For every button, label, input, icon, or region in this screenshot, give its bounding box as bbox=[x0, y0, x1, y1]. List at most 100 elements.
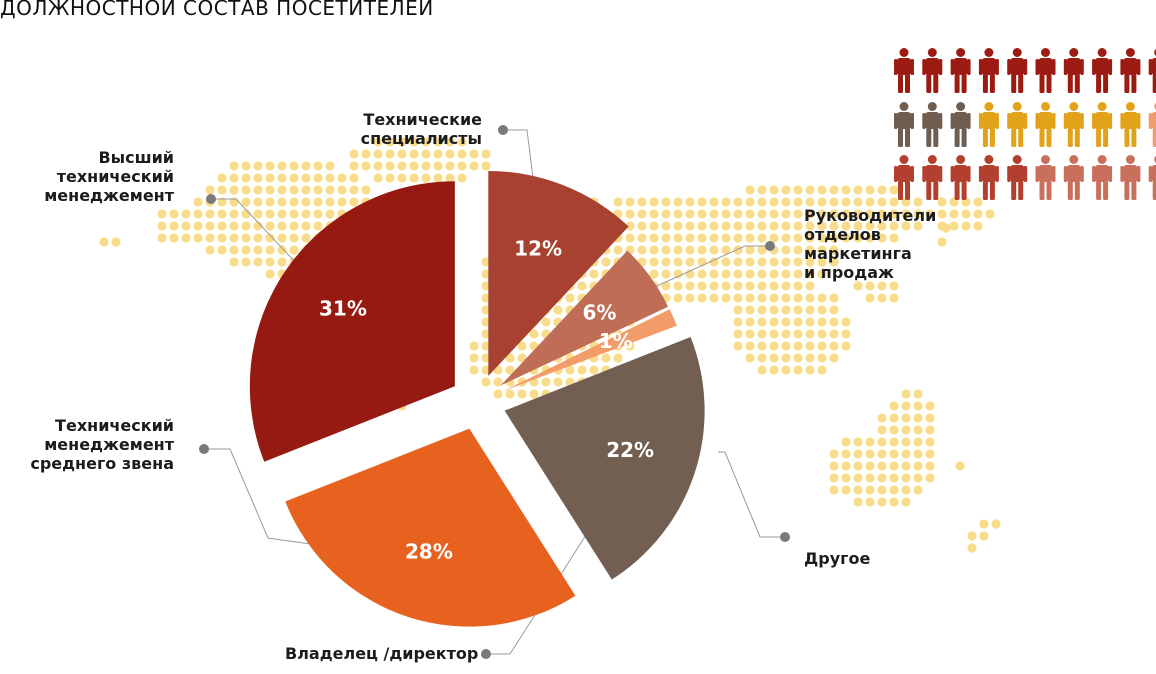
map-dot bbox=[757, 353, 767, 363]
map-dot bbox=[889, 461, 899, 471]
map-dot bbox=[829, 197, 839, 207]
map-dot bbox=[805, 185, 815, 195]
map-dot bbox=[793, 269, 803, 279]
map-dot bbox=[397, 161, 407, 171]
map-dot bbox=[349, 197, 359, 207]
person-icon bbox=[950, 102, 971, 147]
map-dot bbox=[781, 365, 791, 375]
map-dot bbox=[889, 473, 899, 483]
slice-value-label: 31% bbox=[319, 297, 367, 321]
map-dot bbox=[481, 161, 491, 171]
map-dot bbox=[841, 209, 851, 219]
leader-dot bbox=[498, 125, 508, 135]
map-dot bbox=[409, 173, 419, 183]
map-dot bbox=[925, 449, 935, 459]
map-dot bbox=[361, 161, 371, 171]
map-dot bbox=[505, 389, 515, 399]
map-dot bbox=[265, 245, 275, 255]
map-dot bbox=[709, 245, 719, 255]
map-dot bbox=[661, 209, 671, 219]
map-dot bbox=[673, 257, 683, 267]
map-dot bbox=[313, 173, 323, 183]
map-dot bbox=[685, 245, 695, 255]
map-dot bbox=[409, 149, 419, 159]
map-dot bbox=[277, 245, 287, 255]
map-dot bbox=[793, 185, 803, 195]
map-dot bbox=[445, 161, 455, 171]
map-dot bbox=[877, 185, 887, 195]
person-icon bbox=[978, 48, 999, 93]
map-dot bbox=[301, 233, 311, 243]
map-dot bbox=[469, 161, 479, 171]
map-dot bbox=[709, 221, 719, 231]
map-dot bbox=[853, 497, 863, 507]
map-dot bbox=[601, 257, 611, 267]
map-dot bbox=[649, 197, 659, 207]
map-dot bbox=[853, 473, 863, 483]
map-dot bbox=[241, 257, 251, 267]
map-dot bbox=[961, 221, 971, 231]
map-dot bbox=[913, 473, 923, 483]
map-dot bbox=[661, 257, 671, 267]
map-dot bbox=[979, 531, 989, 541]
map-dot bbox=[769, 329, 779, 339]
map-dot bbox=[277, 221, 287, 231]
map-dot bbox=[829, 257, 839, 267]
map-dot bbox=[685, 221, 695, 231]
map-dot bbox=[277, 197, 287, 207]
map-dot bbox=[793, 257, 803, 267]
map-dot bbox=[205, 221, 215, 231]
map-dot bbox=[673, 245, 683, 255]
map-dot bbox=[253, 209, 263, 219]
map-dot bbox=[733, 233, 743, 243]
map-dot bbox=[769, 353, 779, 363]
map-dot bbox=[829, 209, 839, 219]
map-dot bbox=[829, 293, 839, 303]
map-dot bbox=[481, 353, 491, 363]
map-dot bbox=[493, 377, 503, 387]
map-dot bbox=[517, 389, 527, 399]
map-dot bbox=[709, 209, 719, 219]
map-dot bbox=[721, 257, 731, 267]
map-dot bbox=[241, 173, 251, 183]
map-dot bbox=[793, 233, 803, 243]
map-dot bbox=[877, 449, 887, 459]
map-dot bbox=[817, 257, 827, 267]
map-dot bbox=[241, 221, 251, 231]
map-dot bbox=[673, 209, 683, 219]
map-dot bbox=[601, 353, 611, 363]
map-dot bbox=[733, 197, 743, 207]
map-dot bbox=[793, 221, 803, 231]
person-icon bbox=[1035, 48, 1056, 93]
map-dot bbox=[841, 221, 851, 231]
map-dot bbox=[289, 221, 299, 231]
map-dot bbox=[769, 269, 779, 279]
map-dot bbox=[733, 293, 743, 303]
map-dot bbox=[781, 281, 791, 291]
map-dot bbox=[541, 377, 551, 387]
map-dot bbox=[253, 185, 263, 195]
person-icon bbox=[978, 155, 999, 200]
map-dot bbox=[889, 437, 899, 447]
map-dot bbox=[457, 149, 467, 159]
map-dot bbox=[373, 137, 383, 147]
person-icon bbox=[922, 155, 943, 200]
map-dot bbox=[289, 209, 299, 219]
map-dot bbox=[865, 437, 875, 447]
map-dot bbox=[889, 233, 899, 243]
map-dot bbox=[829, 449, 839, 459]
map-dot bbox=[733, 269, 743, 279]
map-dot bbox=[685, 257, 695, 267]
map-dot bbox=[637, 233, 647, 243]
map-dot bbox=[757, 341, 767, 351]
leader-dot bbox=[199, 444, 209, 454]
map-dot bbox=[253, 233, 263, 243]
map-dot bbox=[973, 197, 983, 207]
map-dot bbox=[841, 473, 851, 483]
map-dot bbox=[889, 185, 899, 195]
map-dot bbox=[793, 329, 803, 339]
page-title: ДОЛЖНОСТНОЙ СОСТАВ ПОСЕТИТЕЛЕЙ bbox=[0, 0, 434, 20]
map-dot bbox=[805, 329, 815, 339]
map-dot bbox=[901, 425, 911, 435]
map-dot bbox=[241, 233, 251, 243]
